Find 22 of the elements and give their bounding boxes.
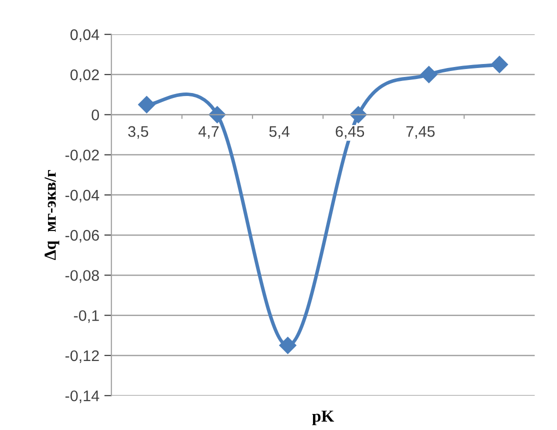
point: [279, 336, 296, 354]
y-tick-label: -0,12: [65, 350, 99, 363]
point: [490, 56, 508, 74]
y-axis-title: Δq мг-экв/г: [44, 170, 60, 260]
y-tick-label: -0,02: [65, 150, 99, 162]
point: [350, 106, 367, 124]
point: [138, 96, 156, 114]
y-tick-label: 0,02: [70, 69, 99, 82]
x-tick-label: 7,45: [406, 126, 435, 139]
x-tick-label: 5,4: [269, 126, 290, 139]
y-tick-label: -0,1: [74, 310, 99, 323]
y-tick-label: -0,08: [65, 270, 99, 283]
y-tick-label: -0,14: [65, 390, 100, 404]
x-tick-label: 4,7: [198, 126, 219, 139]
point: [420, 66, 438, 84]
x-tick-label: 3,5: [128, 126, 148, 139]
y-tick-label: 0,04: [70, 29, 100, 42]
y-tick-label: 0: [92, 110, 99, 120]
x-axis-title: pK: [312, 410, 334, 426]
y-tick-label: -0,06: [65, 230, 99, 243]
x-tick-label: 6,45: [336, 126, 364, 139]
y-tick-label: -0,04: [65, 190, 100, 202]
